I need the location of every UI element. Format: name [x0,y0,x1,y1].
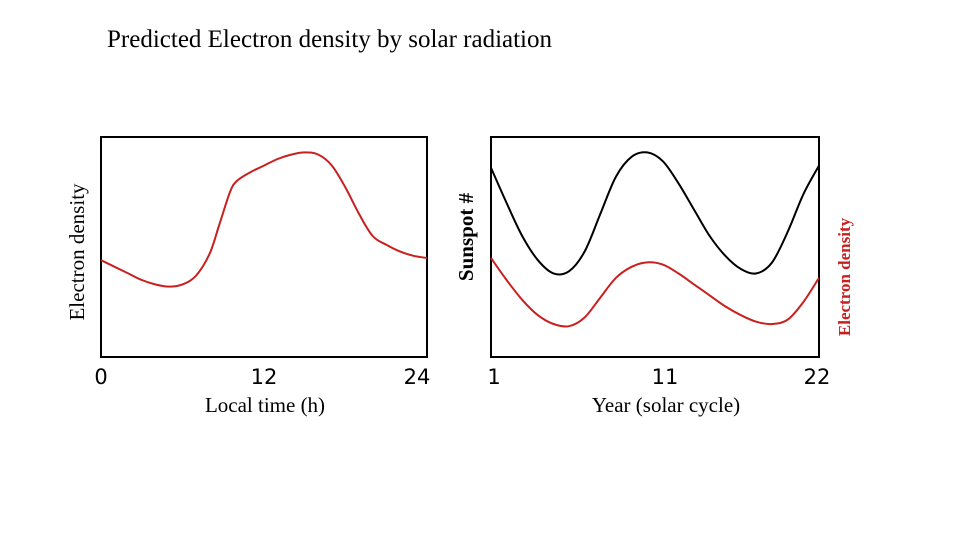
right-sunspot-line [490,151,820,276]
right-x-tick-2: 22 [804,365,831,389]
left-x-axis-label: Local time (h) [205,393,325,417]
right-electron-density-line [490,257,820,328]
left-x-tick-2: 24 [404,365,431,389]
left-x-tick-1: 12 [251,365,278,389]
right-left-y-axis-label: Sunspot # [454,192,478,281]
right-right-y-axis-label: Electron density [835,217,854,336]
left-plot-frame [100,136,428,358]
left-x-tick-0: 0 [94,365,107,389]
right-x-tick-0: 1 [487,365,500,389]
chart-title: Predicted Electron density by solar radi… [107,26,553,53]
left-y-axis-label: Electron density [65,183,89,321]
left-electron-density-line [100,151,428,288]
left-chart: 0 12 24 Local time (h) Electron density [65,136,431,417]
right-chart: 1 11 22 Year (solar cycle) Sunspot # Ele… [454,136,854,417]
right-x-tick-1: 11 [652,365,679,389]
right-x-axis-label: Year (solar cycle) [592,393,740,417]
right-plot-frame [490,136,820,358]
